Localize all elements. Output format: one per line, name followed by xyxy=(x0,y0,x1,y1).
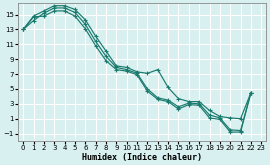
X-axis label: Humidex (Indice chaleur): Humidex (Indice chaleur) xyxy=(82,152,202,162)
